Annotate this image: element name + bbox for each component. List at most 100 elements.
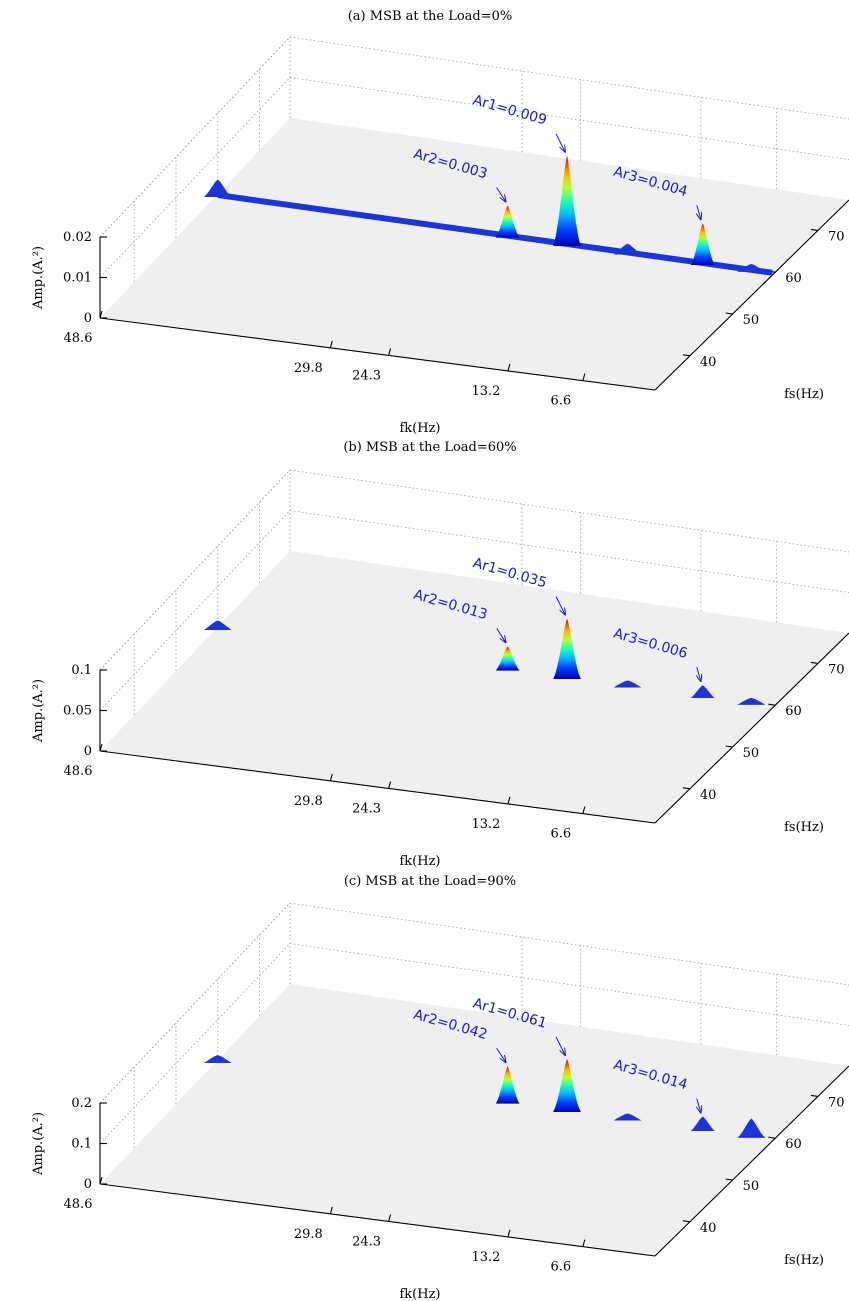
peak-arrow	[496, 187, 506, 202]
grid-line	[289, 36, 849, 120]
fk-tick-label: 6.6	[551, 1260, 572, 1275]
z-tick-label: 0.01	[63, 271, 92, 286]
fs-tick-label: 50	[743, 313, 760, 328]
axes	[99, 199, 849, 391]
z-tick-label: 0	[84, 744, 92, 759]
x-tick	[329, 340, 333, 349]
fk-tick-label: 48.6	[64, 331, 93, 346]
surface-peak	[553, 1058, 582, 1112]
x-tick	[507, 363, 511, 372]
grid-line	[289, 902, 849, 986]
fk-tick-label: 29.8	[294, 361, 323, 376]
y-tick	[682, 354, 690, 357]
fk-tick-label: 13.2	[471, 384, 500, 399]
floor-plane	[100, 118, 849, 390]
panel-title: (b) MSB at the Load=60%	[343, 440, 516, 455]
x-axis-label: fk(Hz)	[399, 1287, 440, 1301]
y-axis-label: fs(Hz)	[784, 1253, 824, 1268]
floor-plane	[100, 984, 849, 1256]
panel-b: (b) MSB at the Load=60% Amp.(A.²) fk(Hz)…	[31, 440, 849, 869]
floor-plane	[100, 551, 849, 823]
panel-title: (c) MSB at the Load=90%	[344, 874, 516, 889]
y-axis-line	[654, 632, 849, 824]
peak-arrow	[555, 133, 565, 152]
grid	[99, 902, 849, 1148]
surface-minor-peak	[203, 620, 232, 630]
fk-tick-label: 13.2	[471, 817, 500, 832]
x-axis-label: fk(Hz)	[399, 854, 440, 869]
x-tick	[99, 1176, 103, 1185]
panel-a: (a) MSB at the Load=0% Amp.(A.²) fk(Hz) …	[31, 9, 849, 436]
grid-line	[289, 469, 849, 553]
axes	[99, 632, 849, 824]
x-axis-label: fk(Hz)	[399, 421, 440, 436]
z-axis-label: Amp.(A.²)	[31, 679, 46, 743]
z-tick-label: 0.2	[71, 1096, 92, 1111]
surface-peak	[495, 646, 520, 671]
fs-tick-label: 60	[785, 1137, 802, 1152]
labels: Amp.(A.²) fk(Hz) fs(Hz) 48.6 29.8 24.3 1…	[31, 92, 845, 436]
y-axis-label: fs(Hz)	[784, 820, 824, 835]
fk-tick-label: 48.6	[64, 764, 93, 779]
fk-tick-label: 24.3	[352, 1234, 381, 1249]
x-axis-line	[99, 750, 656, 824]
fs-tick-label: 40	[700, 355, 717, 370]
surface-minor-peak	[613, 1113, 642, 1121]
x-tick	[329, 1206, 333, 1215]
x-axis-line	[99, 317, 656, 391]
x-tick	[582, 1239, 586, 1247]
peak-arrow	[697, 667, 701, 681]
surface-baseline	[217, 192, 773, 276]
x-tick	[388, 1214, 392, 1222]
z-axis-label: Amp.(A.²)	[31, 246, 46, 310]
peak-arrow	[555, 1036, 565, 1055]
surface-minor-peak	[737, 697, 766, 705]
fs-tick-label: 70	[828, 229, 845, 244]
fs-tick-label: 70	[828, 1095, 845, 1110]
surface-peak	[553, 618, 582, 679]
surface	[203, 618, 766, 705]
x-tick	[99, 743, 103, 752]
peak-arrow	[555, 596, 565, 615]
y-tick	[810, 661, 819, 664]
fs-tick-label: 50	[743, 1179, 760, 1194]
z-tick-label: 0.1	[71, 663, 92, 678]
x-tick	[507, 1229, 511, 1238]
y-axis-line	[654, 199, 849, 391]
y-tick	[810, 228, 819, 231]
fk-tick-label: 13.2	[471, 1250, 500, 1265]
surface-minor-peak	[203, 179, 232, 197]
peak-arrow	[496, 628, 506, 642]
fk-tick-label: 29.8	[294, 1227, 323, 1242]
grid	[99, 469, 849, 715]
surface-minor-peak	[203, 1055, 232, 1063]
fs-tick-label: 60	[785, 271, 802, 286]
fs-tick-label: 70	[828, 662, 845, 677]
surface-minor-peak	[737, 264, 766, 272]
fk-tick-label: 48.6	[64, 1197, 93, 1212]
peak-arrow	[697, 205, 701, 219]
surface	[203, 155, 773, 276]
y-axis-line	[654, 1065, 849, 1257]
z-tick-label: 0.05	[63, 704, 92, 719]
surface-minor-peak	[613, 680, 642, 688]
y-tick	[682, 787, 690, 790]
fs-tick-label: 50	[743, 746, 760, 761]
surface-peak	[690, 685, 715, 699]
surface-peak	[495, 205, 520, 238]
x-tick	[582, 373, 586, 381]
y-tick	[810, 1094, 819, 1097]
fs-tick-label: 40	[700, 788, 717, 803]
fk-tick-label: 6.6	[551, 827, 572, 842]
peak-arrow	[697, 1098, 701, 1113]
y-tick	[725, 745, 733, 748]
z-tick-label: 0	[84, 1177, 92, 1192]
y-tick	[768, 703, 776, 706]
panel-title: (a) MSB at the Load=0%	[348, 9, 513, 24]
surface	[203, 1055, 766, 1138]
peak-annotation: Ar1=0.009	[471, 92, 549, 128]
fk-tick-label: 29.8	[294, 794, 323, 809]
x-tick	[329, 773, 333, 782]
grid	[99, 36, 849, 282]
surface-minor-peak	[613, 243, 642, 255]
